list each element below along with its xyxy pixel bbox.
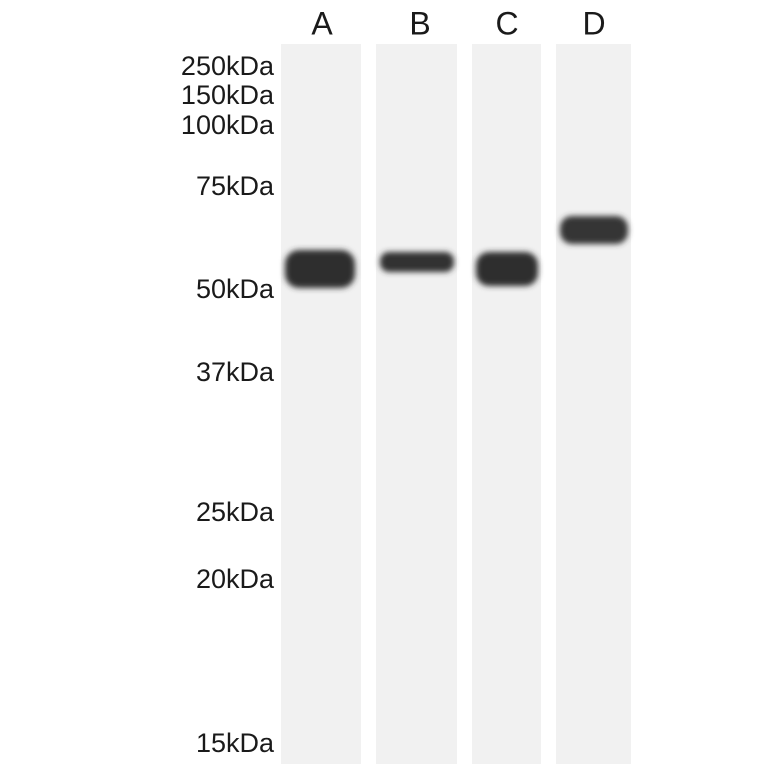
lane-strip <box>281 44 361 764</box>
lane-label: D <box>582 5 605 41</box>
marker-label: 250kDa <box>181 51 275 81</box>
band <box>476 252 538 286</box>
marker-label: 37kDa <box>196 357 275 387</box>
band <box>285 250 355 288</box>
marker-label: 20kDa <box>196 564 275 594</box>
lane-strip <box>556 44 631 764</box>
marker-label: 50kDa <box>196 274 275 304</box>
lane-strip <box>376 44 457 764</box>
marker-label: 25kDa <box>196 497 275 527</box>
marker-label: 75kDa <box>196 171 275 201</box>
band <box>380 252 454 272</box>
lane-label: A <box>311 5 333 41</box>
marker-label: 15kDa <box>196 728 275 758</box>
marker-label: 100kDa <box>181 110 275 140</box>
lane-label: B <box>409 5 430 41</box>
lane-strip <box>472 44 541 764</box>
band <box>560 216 628 244</box>
marker-label: 150kDa <box>181 80 275 110</box>
lane-label: C <box>495 5 518 41</box>
